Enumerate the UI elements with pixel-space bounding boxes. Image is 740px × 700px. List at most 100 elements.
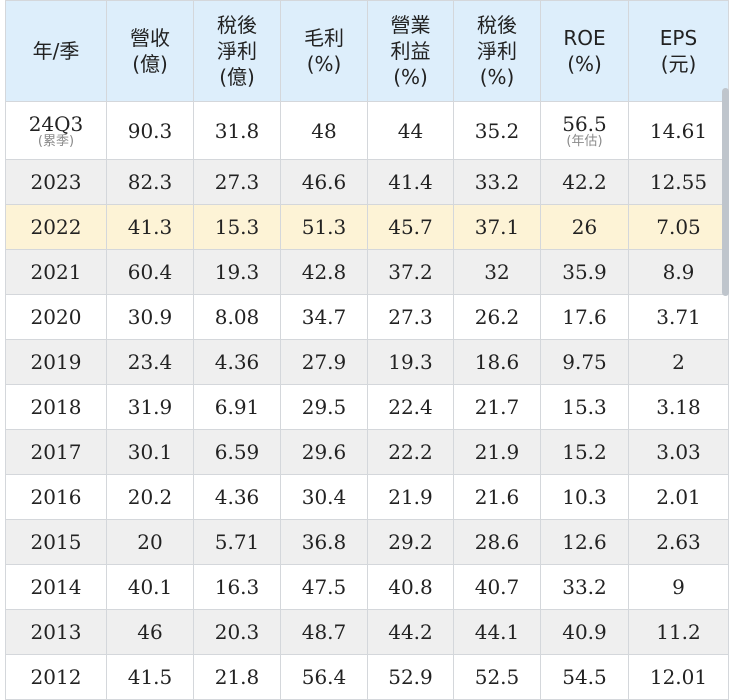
cell-roe: 54.5	[540, 654, 629, 700]
cell-net-margin: 18.6	[453, 339, 541, 385]
cell-gross-margin: 29.6	[280, 429, 368, 475]
header-operating-margin: 營業 利益 (%)	[367, 0, 454, 102]
cell-revenue: 20	[106, 519, 194, 565]
cell-revenue: 31.9	[106, 384, 194, 430]
cell-eps: 14.61	[628, 101, 729, 160]
cell-net-income: 31.8	[193, 101, 281, 160]
cell-operating-margin: 22.2	[367, 429, 454, 475]
table-row: 2014 40.1 16.3 47.5 40.8 40.7 33.2 9	[5, 564, 729, 610]
cell-eps: 3.03	[628, 429, 729, 475]
cell-net-income: 6.91	[193, 384, 281, 430]
cell-roe: 9.75	[540, 339, 629, 385]
cell-net-income: 20.3	[193, 609, 281, 655]
cell-eps: 3.71	[628, 294, 729, 340]
cell-eps: 11.2	[628, 609, 729, 655]
cell-eps: 3.18	[628, 384, 729, 430]
cell-operating-margin: 22.4	[367, 384, 454, 430]
cell-period: 2015	[5, 519, 107, 565]
cell-operating-margin: 37.2	[367, 249, 454, 295]
cell-revenue: 41.3	[106, 204, 194, 250]
table-row: 2020 30.9 8.08 34.7 27.3 26.2 17.6 3.71	[5, 294, 729, 340]
cell-roe: 17.6	[540, 294, 629, 340]
cell-operating-margin: 44	[367, 101, 454, 160]
header-eps: EPS (元)	[628, 0, 729, 102]
cell-revenue: 60.4	[106, 249, 194, 295]
cell-net-income: 4.36	[193, 474, 281, 520]
header-row: 年/季 營收 (億) 稅後 淨利 (億) 毛利 (%) 營業 利益 (%) 稅後 淨利 (%) …	[5, 0, 729, 102]
cell-net-income: 6.59	[193, 429, 281, 475]
table-row: 2021 60.4 19.3 42.8 37.2 32 35.9 8.9	[5, 249, 729, 295]
cell-operating-margin: 19.3	[367, 339, 454, 385]
cell-net-margin: 52.5	[453, 654, 541, 700]
cell-net-margin: 40.7	[453, 564, 541, 610]
cell-period: 2013	[5, 609, 107, 655]
cell-net-income: 27.3	[193, 159, 281, 205]
cell-net-income: 21.8	[193, 654, 281, 700]
cell-net-income: 8.08	[193, 294, 281, 340]
header-gross-margin: 毛利 (%)	[280, 0, 368, 102]
header-roe: ROE (%)	[540, 0, 629, 102]
cell-eps: 2.63	[628, 519, 729, 565]
cell-period: 2014	[5, 564, 107, 610]
cell-operating-margin: 44.2	[367, 609, 454, 655]
financial-summary-table: 年/季 營收 (億) 稅後 淨利 (億) 毛利 (%) 營業 利益 (%) 稅後 淨利 (%) …	[5, 0, 729, 700]
cell-net-margin: 37.1	[453, 204, 541, 250]
header-net-income: 稅後 淨利 (億)	[193, 0, 281, 102]
table-row: 24Q3 (累季) 90.3 31.8 48 44 35.2 56.5 (年估)…	[5, 101, 729, 160]
cell-roe: 56.5 (年估)	[540, 101, 629, 160]
table-row: 2019 23.4 4.36 27.9 19.3 18.6 9.75 2	[5, 339, 729, 385]
cell-operating-margin: 40.8	[367, 564, 454, 610]
cell-operating-margin: 21.9	[367, 474, 454, 520]
cell-eps: 12.55	[628, 159, 729, 205]
cell-gross-margin: 48	[280, 101, 368, 160]
table-row: 2017 30.1 6.59 29.6 22.2 21.9 15.2 3.03	[5, 429, 729, 475]
cell-gross-margin: 29.5	[280, 384, 368, 430]
table-row: 2023 82.3 27.3 46.6 41.4 33.2 42.2 12.55	[5, 159, 729, 205]
cell-net-margin: 26.2	[453, 294, 541, 340]
cell-net-margin: 21.9	[453, 429, 541, 475]
cell-gross-margin: 42.8	[280, 249, 368, 295]
cell-net-income: 4.36	[193, 339, 281, 385]
vertical-scrollbar[interactable]	[722, 88, 729, 296]
cell-gross-margin: 56.4	[280, 654, 368, 700]
cell-roe: 15.2	[540, 429, 629, 475]
cell-net-income: 19.3	[193, 249, 281, 295]
cell-gross-margin: 30.4	[280, 474, 368, 520]
cell-net-margin: 33.2	[453, 159, 541, 205]
cell-period: 24Q3 (累季)	[5, 101, 107, 160]
cell-net-margin: 44.1	[453, 609, 541, 655]
table-row: 2013 46 20.3 48.7 44.2 44.1 40.9 11.2	[5, 609, 729, 655]
cell-gross-margin: 46.6	[280, 159, 368, 205]
cell-gross-margin: 27.9	[280, 339, 368, 385]
cell-period: 2023	[5, 159, 107, 205]
cell-net-income: 15.3	[193, 204, 281, 250]
cell-period: 2017	[5, 429, 107, 475]
header-revenue: 營收 (億)	[106, 0, 194, 102]
cell-revenue: 23.4	[106, 339, 194, 385]
cell-net-margin: 21.6	[453, 474, 541, 520]
cell-operating-margin: 27.3	[367, 294, 454, 340]
cell-net-income: 16.3	[193, 564, 281, 610]
table-row: 2015 20 5.71 36.8 29.2 28.6 12.6 2.63	[5, 519, 729, 565]
cell-revenue: 30.9	[106, 294, 194, 340]
table-row: 2022 41.3 15.3 51.3 45.7 37.1 26 7.05	[5, 204, 729, 250]
cell-operating-margin: 45.7	[367, 204, 454, 250]
cell-roe: 26	[540, 204, 629, 250]
cell-eps: 2	[628, 339, 729, 385]
cell-operating-margin: 29.2	[367, 519, 454, 565]
cell-revenue: 20.2	[106, 474, 194, 520]
header-period: 年/季	[5, 0, 107, 102]
cell-period: 2016	[5, 474, 107, 520]
cell-eps: 8.9	[628, 249, 729, 295]
cell-roe: 12.6	[540, 519, 629, 565]
header-net-margin: 稅後 淨利 (%)	[453, 0, 541, 102]
cell-revenue: 82.3	[106, 159, 194, 205]
cell-gross-margin: 47.5	[280, 564, 368, 610]
cell-period: 2020	[5, 294, 107, 340]
cell-net-margin: 32	[453, 249, 541, 295]
cell-period: 2022	[5, 204, 107, 250]
cell-revenue: 40.1	[106, 564, 194, 610]
cell-eps: 7.05	[628, 204, 729, 250]
cell-roe: 10.3	[540, 474, 629, 520]
